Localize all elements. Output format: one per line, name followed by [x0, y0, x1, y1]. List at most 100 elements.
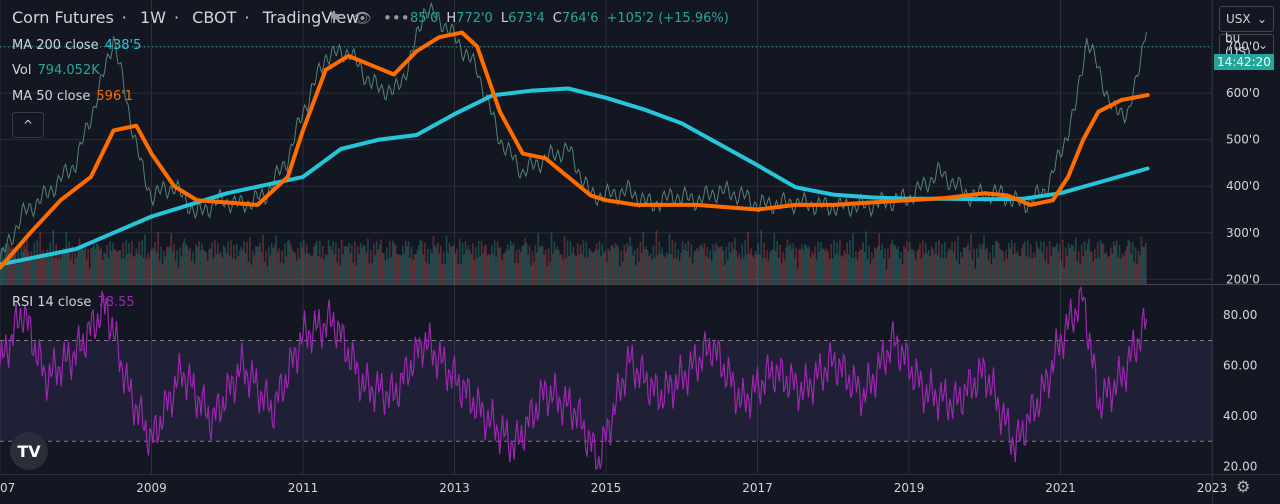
volume-bar [192, 251, 194, 284]
volume-bar [732, 249, 735, 284]
volume-bar [286, 241, 289, 284]
volume-bar [767, 260, 770, 284]
volume-bar [166, 246, 168, 284]
volume-bar [735, 250, 738, 284]
volume-bar [256, 246, 258, 284]
legend-volume[interactable]: Vol 794.052K [12, 63, 100, 78]
interval-label[interactable]: 1W [139, 8, 166, 27]
volume-bar [659, 253, 662, 284]
volume-bar [598, 241, 601, 284]
volume-bar [658, 241, 661, 284]
volume-bar [987, 259, 990, 284]
volume-bar [1079, 264, 1082, 284]
volume-bar [134, 255, 136, 284]
volume-bar [721, 246, 723, 284]
volume-bar [617, 246, 620, 284]
volume-bar [1054, 246, 1057, 284]
gear-icon[interactable]: ⚙ [1236, 477, 1251, 496]
volume-bar [69, 259, 72, 284]
volume-bar [11, 247, 14, 284]
currency-select[interactable]: USX ⌄ [1219, 6, 1274, 32]
volume-bar [568, 255, 570, 284]
volume-bar [534, 245, 537, 284]
volume-bar [355, 265, 358, 284]
volume-bar [265, 250, 267, 284]
volume-bar [569, 240, 572, 284]
volume-bar [693, 251, 696, 284]
volume-bar [337, 248, 340, 284]
volume-bar [439, 245, 442, 284]
volume-bar [804, 243, 806, 284]
volume-bar [911, 249, 914, 284]
volume-bar [959, 251, 962, 284]
volume-bar [75, 257, 78, 284]
legend-ma200[interactable]: MA 200 close 438'5 [12, 38, 141, 53]
tradingview-logo-icon[interactable]: TV [10, 432, 48, 470]
volume-bar [606, 262, 608, 284]
volume-bar [601, 243, 604, 284]
legend-ma50[interactable]: MA 50 close 596'1 [12, 89, 133, 104]
volume-bar [467, 245, 470, 284]
volume-bar [613, 248, 615, 284]
volume-bar [971, 259, 974, 284]
volume-bar [859, 249, 862, 284]
volume-bar [1121, 253, 1124, 284]
volume-bar [1053, 247, 1055, 284]
volume-bar [706, 247, 709, 284]
unit-select[interactable]: bu (US) ⌄ [1219, 31, 1274, 59]
volume-bar [629, 236, 631, 284]
volume-bar [317, 256, 320, 284]
legend-rsi[interactable]: RSI 14 close 78.55 [12, 295, 135, 310]
volume-bar [104, 253, 107, 284]
volume-bar [1010, 240, 1013, 284]
volume-bar [646, 250, 649, 284]
eye-icon[interactable]: 👁 [353, 9, 373, 27]
volume-bar [266, 266, 269, 284]
volume-bar [186, 245, 189, 284]
volume-bar [729, 252, 732, 284]
volume-bar [139, 255, 142, 284]
volume-bar [154, 241, 157, 284]
volume-bar [170, 233, 173, 284]
volume-bar [1064, 247, 1067, 284]
volume-bar [1026, 240, 1029, 284]
volume-bar [352, 262, 355, 284]
volume-bar [1028, 257, 1031, 284]
volume-bar [288, 240, 291, 284]
volume-bar [935, 242, 937, 284]
volume-bar [164, 256, 167, 284]
more-icon[interactable]: ••• [383, 9, 410, 27]
volume-bar [502, 253, 505, 284]
volume-bar [922, 240, 924, 284]
volume-bar [1114, 245, 1116, 284]
volume-bar [237, 256, 240, 284]
volume-bar [370, 249, 372, 284]
volume-bar [182, 243, 184, 284]
separator: · [173, 8, 180, 27]
volume-bar [1108, 255, 1111, 284]
volume-bar [195, 244, 197, 284]
volume-bar [442, 251, 445, 284]
flag-icon[interactable]: ⚑ [328, 9, 342, 27]
volume-bar [201, 243, 203, 284]
symbol-title[interactable]: Corn Futures [12, 8, 114, 27]
collapse-legend-button[interactable]: ^ [12, 112, 44, 138]
volume-bar [415, 253, 417, 284]
rsi-tick-label: 20.00 [1223, 459, 1257, 473]
volume-bar [627, 246, 630, 284]
volume-bar [847, 254, 850, 284]
volume-bar [224, 247, 226, 284]
volume-bar [64, 249, 66, 284]
volume-bar [435, 247, 438, 284]
volume-bar [55, 243, 57, 284]
volume-bar [1024, 241, 1026, 284]
volume-bar [235, 243, 238, 284]
volume-bar [471, 243, 474, 284]
volume-bar [1112, 241, 1115, 284]
volume-bar [562, 259, 564, 284]
volume-bar [802, 250, 805, 284]
volume-bar [147, 252, 149, 284]
volume-bar [273, 244, 276, 284]
time-tick-label: 2015 [591, 481, 622, 495]
